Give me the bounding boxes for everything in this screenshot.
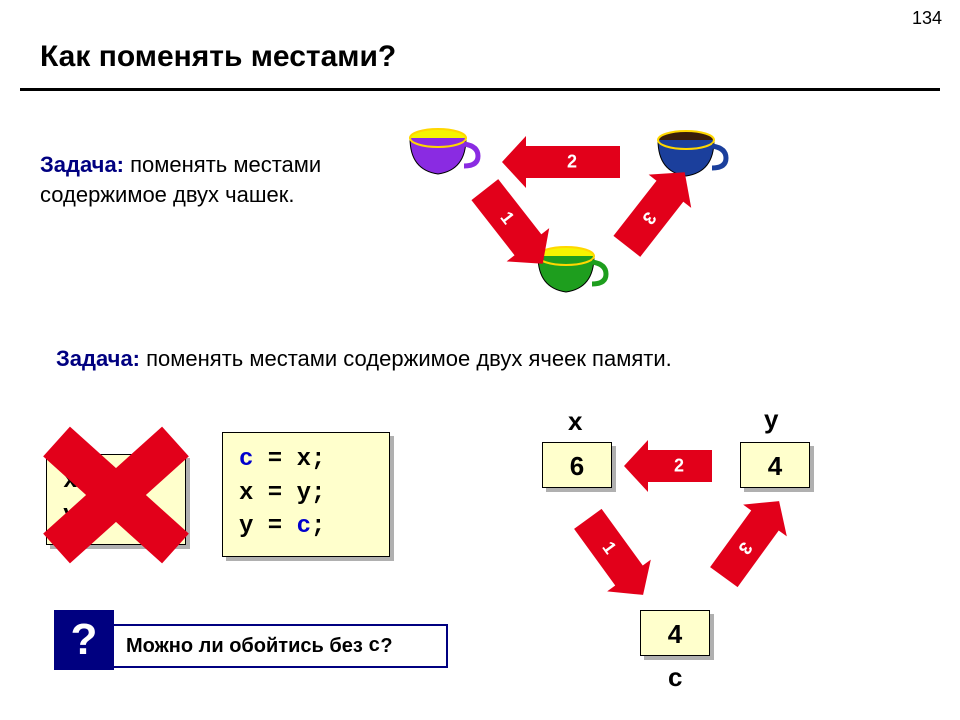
cups-arrow-1: 1 bbox=[471, 179, 542, 257]
arrow-label: 2 bbox=[567, 152, 577, 173]
cup-purple bbox=[404, 126, 482, 178]
task-label: Задача: bbox=[40, 152, 124, 177]
question-bar: Можно ли обойтись без c? bbox=[82, 624, 448, 668]
task-text: поменять местами содержимое двух ячеек п… bbox=[140, 346, 672, 371]
cell-c: 4 bbox=[640, 610, 710, 656]
slide-title: Как поменять местами? bbox=[40, 40, 396, 74]
task-memory: Задача: поменять местами содержимое двух… bbox=[56, 344, 672, 374]
label-y: y bbox=[764, 404, 778, 435]
cross-out-icon bbox=[26, 430, 206, 560]
label-c: c bbox=[668, 662, 682, 693]
arrow-label: 3 bbox=[734, 538, 757, 558]
memory-diagram: x y c 6 4 4 2 1 3 bbox=[512, 404, 908, 696]
cups-diagram: 2 1 3 bbox=[400, 120, 760, 320]
cups-arrow-2: 2 bbox=[524, 146, 620, 178]
mem-arrow-3: 3 bbox=[710, 509, 780, 587]
mem-arrow-1: 1 bbox=[574, 509, 644, 587]
label-x: x bbox=[568, 406, 582, 437]
mem-arrow-2: 2 bbox=[646, 450, 712, 482]
code-text: ; bbox=[311, 513, 325, 540]
question-var-c: c bbox=[368, 635, 380, 658]
question-mark-icon: ? bbox=[54, 610, 114, 670]
code-var-c: c bbox=[297, 513, 311, 540]
cups-arrow-3: 3 bbox=[613, 179, 684, 257]
page-number: 134 bbox=[912, 8, 942, 29]
title-underline bbox=[20, 88, 940, 91]
task-label: Задача: bbox=[56, 346, 140, 371]
question-text: ? bbox=[380, 635, 392, 658]
cell-y: 4 bbox=[740, 442, 810, 488]
code-text: x = y; bbox=[239, 480, 325, 507]
question-text: Можно ли обойтись без bbox=[126, 635, 363, 658]
arrow-label: 1 bbox=[598, 538, 621, 558]
code-text: y = bbox=[239, 513, 297, 540]
cell-x: 6 bbox=[542, 442, 612, 488]
code-correct: c = x; x = y; y = c; bbox=[222, 432, 390, 557]
code-text: = x; bbox=[253, 446, 325, 473]
code-var-c: c bbox=[239, 446, 253, 473]
arrow-label: 3 bbox=[638, 208, 661, 229]
arrow-label: 1 bbox=[496, 208, 519, 229]
task-cups: Задача: поменять местами содержимое двух… bbox=[40, 150, 380, 209]
arrow-label: 2 bbox=[674, 456, 684, 477]
